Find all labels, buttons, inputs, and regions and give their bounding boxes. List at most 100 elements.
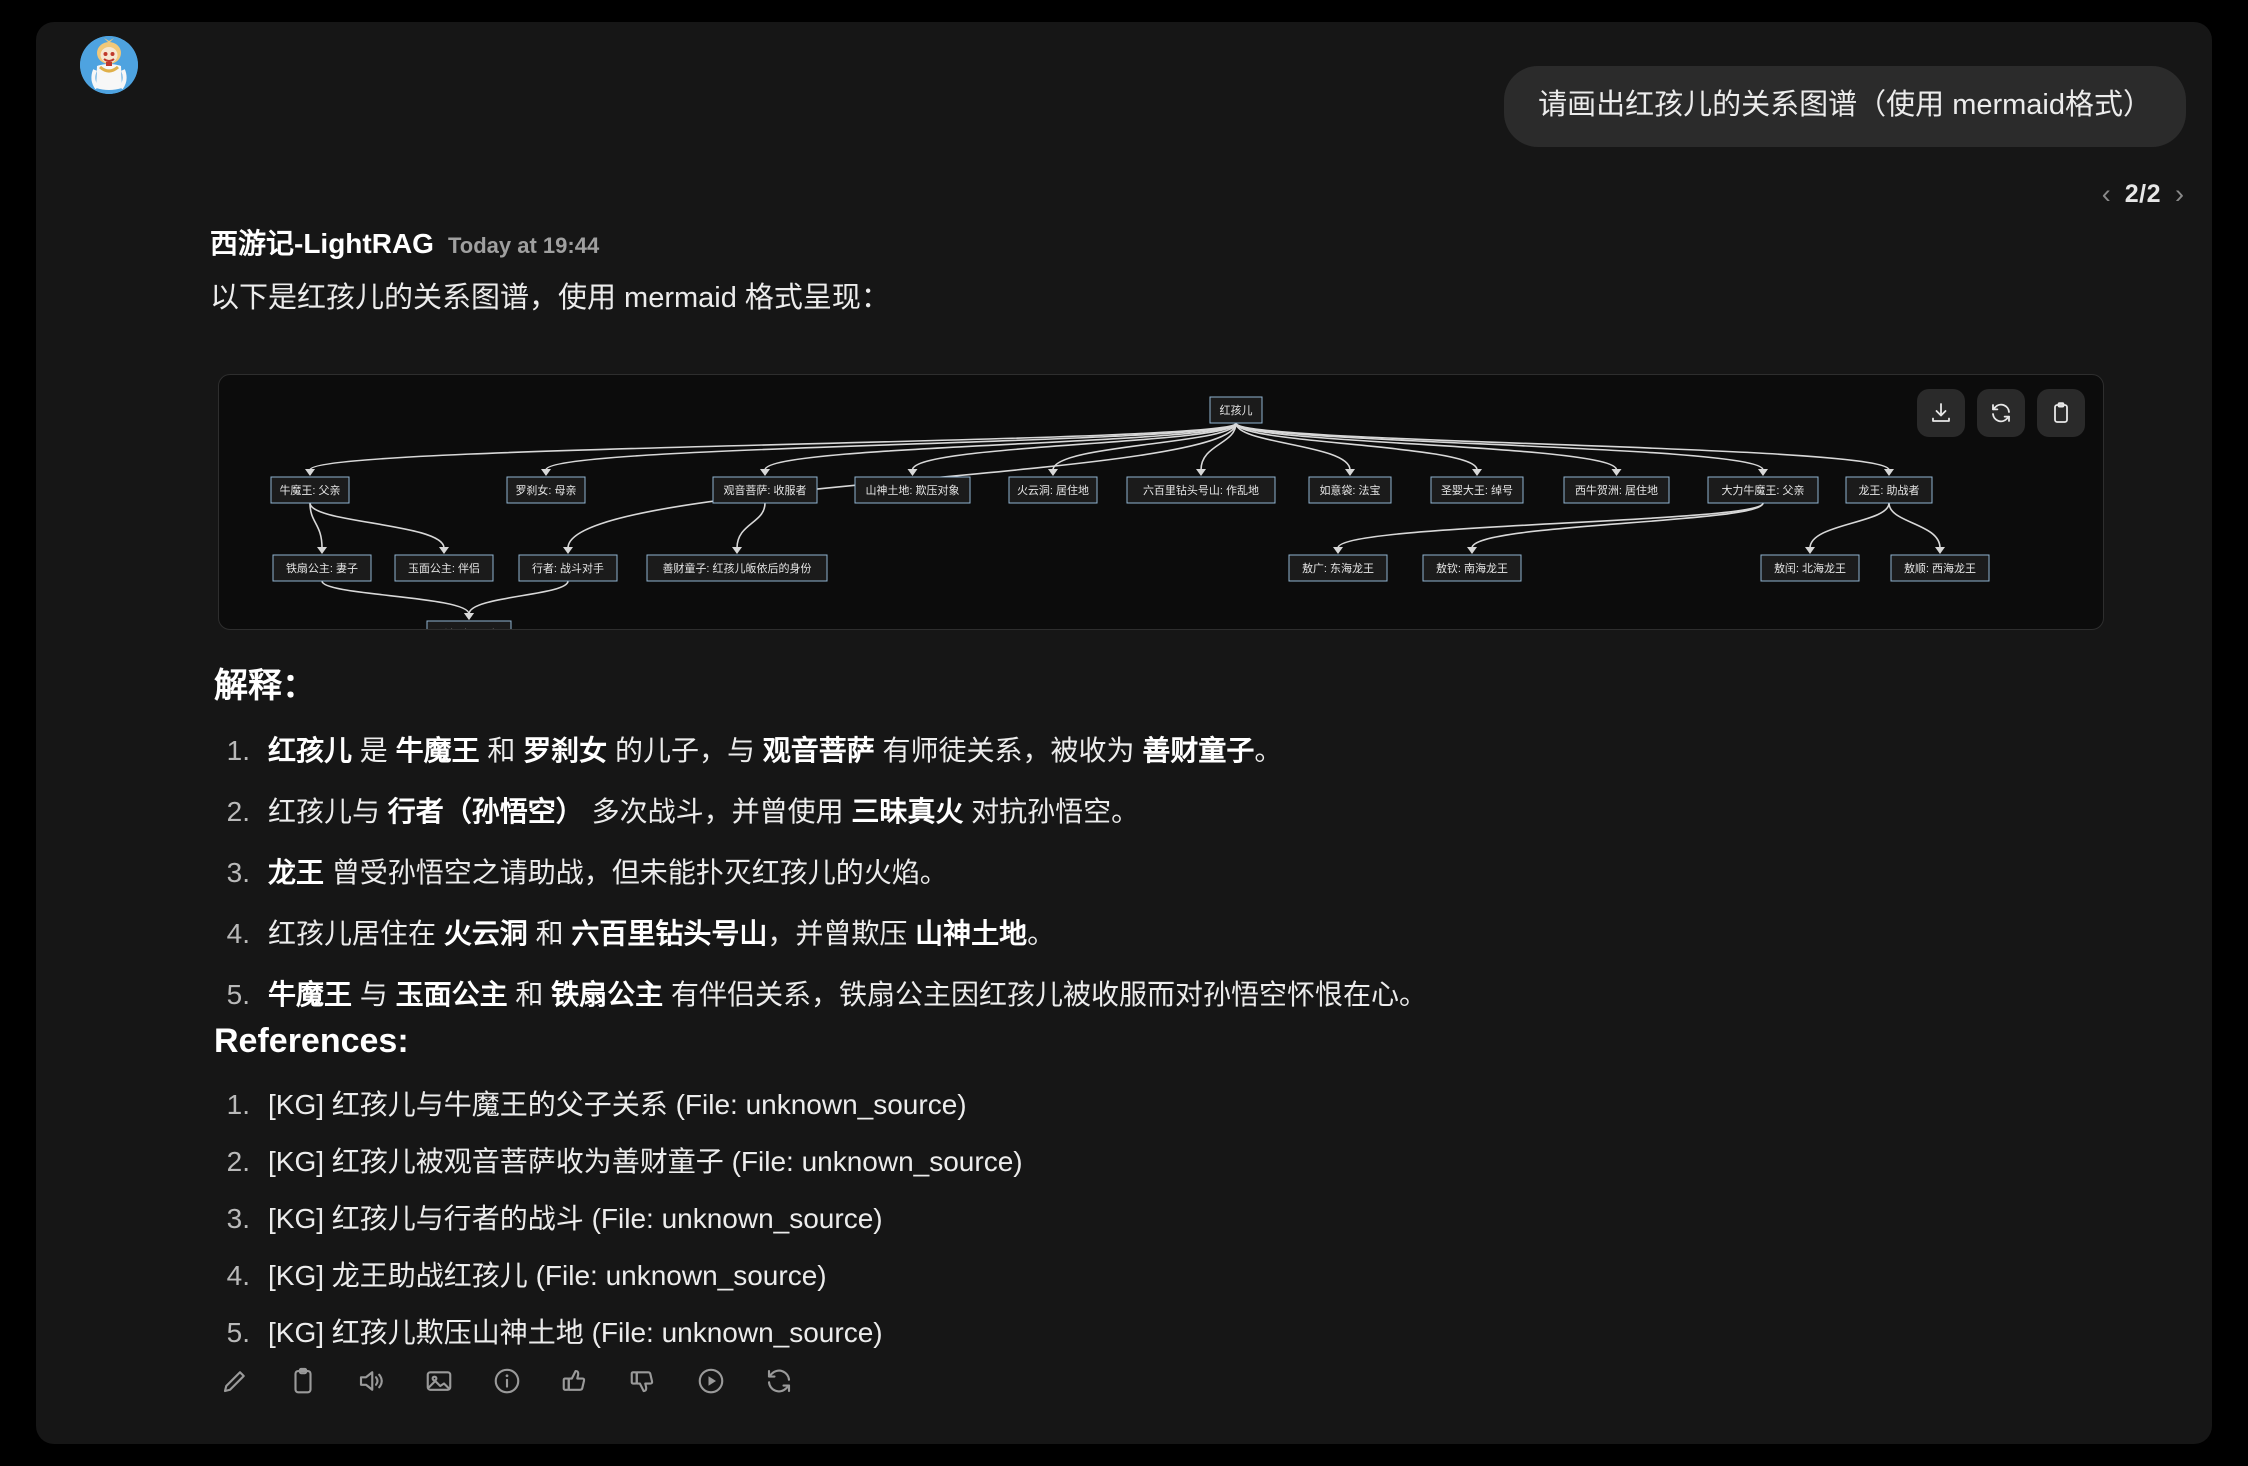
list-item: 1. 红孩儿 是 牛魔王 和 罗刹女 的儿子，与 观音菩萨 有师徒关系，被收为 善… (214, 733, 2212, 768)
svg-text:六百里钻头号山: 作乱地: 六百里钻头号山: 作乱地 (1143, 483, 1259, 497)
thumbs-up-icon[interactable] (554, 1360, 596, 1402)
list-number: 5. (226, 1317, 250, 1348)
svg-text:行者: 战斗对手: 行者: 战斗对手 (532, 561, 604, 575)
graph-node[interactable]: 孙悟空: 别名 (426, 620, 512, 629)
graph-node[interactable]: 龙王: 助战者 (1845, 476, 1933, 504)
user-message-bubble: 请画出红孩儿的关系图谱（使用 mermaid格式） (1504, 66, 2186, 147)
download-icon[interactable] (1917, 389, 1965, 437)
svg-text:玉面公主: 伴侣: 玉面公主: 伴侣 (408, 561, 480, 575)
edit-icon[interactable] (214, 1360, 256, 1402)
list-item: 4. [KG] 龙王助战红孩儿 (File: unknown_source) (214, 1258, 2212, 1293)
clipboard-icon[interactable] (2037, 389, 2085, 437)
svg-text:红孩儿: 红孩儿 (1220, 404, 1253, 417)
references-list: 1. [KG] 红孩儿与牛魔王的父子关系 (File: unknown_sourc… (36, 1087, 2212, 1350)
list-item: 4. 红孩儿居住在 火云洞 和 六百里钻头号山，并曾欺压 山神土地。 (214, 916, 2212, 951)
explanation-list: 1. 红孩儿 是 牛魔王 和 罗刹女 的儿子，与 观音菩萨 有师徒关系，被收为 善… (36, 733, 2212, 1012)
list-number: 4. (226, 1260, 250, 1291)
list-text: 红孩儿居住在 火云洞 和 六百里钻头号山，并曾欺压 山神土地。 (268, 918, 1056, 949)
next-message-button[interactable]: › (2175, 179, 2184, 209)
list-item: 5. 牛魔王 与 玉面公主 和 铁扇公主 有伴侣关系，铁扇公主因红孩儿被收服而对孙… (214, 977, 2212, 1012)
svg-text:罗刹女: 母亲: 罗刹女: 母亲 (515, 483, 576, 497)
image-icon[interactable] (418, 1360, 460, 1402)
list-text: [KG] 红孩儿被观音菩萨收为善财童子 (File: unknown_sourc… (268, 1146, 1023, 1177)
graph-node[interactable]: 敖钦: 南海龙王 (1422, 554, 1522, 582)
graph-node[interactable]: 玉面公主: 伴侣 (394, 554, 494, 582)
graph-node[interactable]: 敖广: 东海龙王 (1288, 554, 1388, 582)
svg-text:龙王: 助战者: 龙王: 助战者 (1858, 483, 1919, 497)
graph-node[interactable]: 如意袋: 法宝 (1308, 476, 1392, 504)
list-text: 龙王 曾受孙悟空之请助战，但未能扑灭红孩儿的火焰。 (268, 857, 948, 888)
svg-text:牛魔王: 父亲: 牛魔王: 父亲 (279, 483, 340, 497)
thumbs-down-icon[interactable] (622, 1360, 664, 1402)
message-timestamp: Today at 19:44 (447, 233, 600, 258)
graph-node[interactable]: 牛魔王: 父亲 (270, 476, 350, 504)
list-number: 1. (226, 735, 250, 766)
graph-node[interactable]: 行者: 战斗对手 (518, 554, 618, 582)
list-item: 3. [KG] 红孩儿与行者的战斗 (File: unknown_source) (214, 1201, 2212, 1236)
explanation-heading: 解释： (214, 667, 316, 705)
svg-text:火云洞: 居住地: 火云洞: 居住地 (1017, 483, 1089, 497)
chat-panel: 请画出红孩儿的关系图谱（使用 mermaid格式） ‹ 2/2 › 西游记-Li… (36, 22, 2212, 1444)
svg-text:大力牛魔王: 父亲: 大力牛魔王: 父亲 (1721, 483, 1804, 497)
list-number: 3. (226, 1203, 250, 1234)
info-icon[interactable] (486, 1360, 528, 1402)
mermaid-diagram-panel[interactable]: 红孩儿牛魔王: 父亲 罗刹女: 母亲 观音菩萨: 收服者 山神土地: 欺压对象 火云洞:… (218, 374, 2104, 630)
play-circle-icon[interactable] (690, 1360, 732, 1402)
svg-text:敖钦: 南海龙王: 敖钦: 南海龙王 (1436, 561, 1508, 575)
clipboard-icon[interactable] (282, 1360, 324, 1402)
list-item: 3. 龙王 曾受孙悟空之请助战，但未能扑灭红孩儿的火焰。 (214, 855, 2212, 890)
svg-text:孙悟空: 别名: 孙悟空: 别名 (438, 627, 499, 629)
message-count: 2/2 (2124, 180, 2161, 208)
graph-node[interactable]: 火云洞: 居住地 (1008, 476, 1098, 504)
svg-text:西牛贺洲: 居住地: 西牛贺洲: 居住地 (1575, 483, 1658, 497)
graph-node[interactable]: 大力牛魔王: 父亲 (1707, 476, 1819, 504)
list-text: [KG] 龙王助战红孩儿 (File: unknown_source) (268, 1260, 827, 1291)
explanation-section: 解释： 1. 红孩儿 是 牛魔王 和 罗刹女 的儿子，与 观音菩萨 有师徒关系，被… (36, 658, 2212, 1038)
graph-node[interactable]: 山神土地: 欺压对象 (854, 476, 971, 504)
list-text: 红孩儿 是 牛魔王 和 罗刹女 的儿子，与 观音菩萨 有师徒关系，被收为 善财童… (268, 735, 1283, 766)
graph-node[interactable]: 西牛贺洲: 居住地 (1563, 476, 1670, 504)
refresh-icon[interactable] (1977, 389, 2025, 437)
assistant-name: 西游记-LightRAG (210, 228, 434, 259)
svg-text:敖闰: 北海龙王: 敖闰: 北海龙王 (1774, 561, 1846, 575)
graph-node[interactable]: 善财童子: 红孩儿皈依后的身份 (646, 554, 828, 582)
list-item: 2. [KG] 红孩儿被观音菩萨收为善财童子 (File: unknown_sou… (214, 1144, 2212, 1179)
list-number: 3. (226, 857, 250, 888)
list-text: 牛魔王 与 玉面公主 和 铁扇公主 有伴侣关系，铁扇公主因红孩儿被收服而对孙悟空… (268, 979, 1427, 1010)
graph-node[interactable]: 敖闰: 北海龙王 (1760, 554, 1860, 582)
monkey-king-avatar (80, 36, 138, 94)
user-message-row: 请画出红孩儿的关系图谱（使用 mermaid格式） (1504, 66, 2186, 147)
list-item: 1. [KG] 红孩儿与牛魔王的父子关系 (File: unknown_sourc… (214, 1087, 2212, 1122)
list-number: 5. (226, 979, 250, 1010)
list-number: 2. (226, 1146, 250, 1177)
svg-text:敖顺: 西海龙王: 敖顺: 西海龙王 (1904, 561, 1976, 575)
graph-node[interactable]: 红孩儿 (1209, 396, 1263, 424)
svg-text:如意袋: 法宝: 如意袋: 法宝 (1319, 483, 1380, 497)
svg-text:敖广: 东海龙王: 敖广: 东海龙王 (1302, 561, 1374, 575)
graph-node[interactable]: 六百里钻头号山: 作乱地 (1126, 476, 1276, 504)
svg-text:铁扇公主: 妻子: 铁扇公主: 妻子 (286, 561, 358, 575)
graph-node[interactable]: 敖顺: 西海龙王 (1890, 554, 1990, 582)
assistant-intro-text: 以下是红孩儿的关系图谱，使用 mermaid 格式呈现： (210, 282, 890, 314)
list-text: [KG] 红孩儿与牛魔王的父子关系 (File: unknown_source) (268, 1089, 967, 1120)
diagram-toolbar (1917, 389, 2085, 437)
graph-node[interactable]: 圣婴大王: 绰号 (1430, 476, 1524, 504)
graph-node[interactable]: 罗刹女: 母亲 (506, 476, 586, 504)
message-pagination: ‹ 2/2 › (2102, 180, 2184, 209)
prev-message-button[interactable]: ‹ (2101, 179, 2111, 209)
graph-node[interactable]: 观音菩萨: 收服者 (712, 476, 818, 504)
assistant-header: 西游记-LightRAG Today at 19:44 (210, 222, 2186, 262)
svg-text:观音菩萨: 收服者: 观音菩萨: 收服者 (723, 483, 806, 497)
assistant-message: 西游记-LightRAG Today at 19:44 以下是红孩儿的关系图谱，… (82, 222, 2186, 316)
speaker-icon[interactable] (350, 1360, 392, 1402)
svg-text:圣婴大王: 绰号: 圣婴大王: 绰号 (1441, 483, 1513, 497)
list-item: 2. 红孩儿与 行者（孙悟空） 多次战斗，并曾使用 三昧真火 对抗孙悟空。 (214, 794, 2212, 829)
refresh-icon[interactable] (758, 1360, 800, 1402)
graph-node[interactable]: 铁扇公主: 妻子 (272, 554, 372, 582)
list-number: 1. (226, 1089, 250, 1120)
references-section: References: 1. [KG] 红孩儿与牛魔王的父子关系 (File: u… (36, 1022, 2212, 1372)
list-text: [KG] 红孩儿欺压山神土地 (File: unknown_source) (268, 1317, 883, 1348)
references-heading: References: (214, 1022, 409, 1060)
list-text: 红孩儿与 行者（孙悟空） 多次战斗，并曾使用 三昧真火 对抗孙悟空。 (268, 796, 1140, 827)
